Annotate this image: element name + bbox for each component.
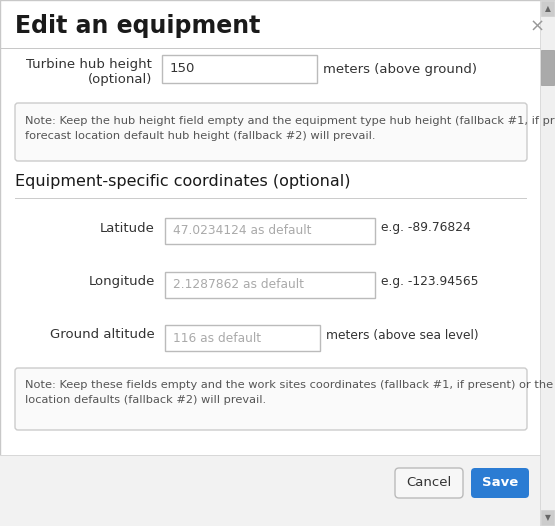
Text: Turbine hub height: Turbine hub height [26,58,152,71]
Text: 47.0234124 as default: 47.0234124 as default [173,225,311,238]
Bar [15,198,527,199]
Bar [0,48,555,49]
Text: 150: 150 [170,63,195,76]
Text: Equipment-specific coordinates (optional): Equipment-specific coordinates (optional… [15,174,351,189]
Text: Longitude: Longitude [89,276,155,288]
Text: Latitude: Latitude [100,221,155,235]
Text: (optional): (optional) [88,73,152,86]
Bar [541,510,554,525]
FancyBboxPatch shape [395,468,463,498]
Text: Note: Keep these fields empty and the work sites coordinates (fallback #1, if pr: Note: Keep these fields empty and the wo… [25,380,555,390]
Text: ▼: ▼ [544,513,551,522]
Text: meters (above ground): meters (above ground) [323,63,477,76]
Bar [162,55,317,83]
Bar [165,272,375,298]
Bar [165,325,320,351]
Text: e.g. -89.76824: e.g. -89.76824 [381,221,471,235]
Text: 2.1287862 as default: 2.1287862 as default [173,278,304,291]
Bar [541,1,554,16]
Text: Note: Keep the hub height field empty and the equipment type hub height (fallbac: Note: Keep the hub height field empty an… [25,116,555,126]
Text: Cancel: Cancel [406,477,452,490]
Text: 116 as default: 116 as default [173,331,261,345]
Bar [0,455,555,456]
Text: Ground altitude: Ground altitude [51,329,155,341]
Text: Save: Save [482,477,518,490]
Text: Edit an equipment: Edit an equipment [15,14,260,38]
Text: e.g. -123.94565: e.g. -123.94565 [381,276,478,288]
Text: ▲: ▲ [544,4,551,13]
Bar [0,455,555,526]
Text: forecast location default hub height (fallback #2) will prevail.: forecast location default hub height (fa… [25,131,376,141]
FancyBboxPatch shape [15,368,527,430]
Bar [541,50,554,85]
Text: ×: × [529,18,544,36]
Bar [165,218,375,244]
Text: meters (above sea level): meters (above sea level) [326,329,478,341]
Bar [540,0,555,526]
FancyBboxPatch shape [15,103,527,161]
FancyBboxPatch shape [471,468,529,498]
Text: location defaults (fallback #2) will prevail.: location defaults (fallback #2) will pre… [25,395,266,405]
